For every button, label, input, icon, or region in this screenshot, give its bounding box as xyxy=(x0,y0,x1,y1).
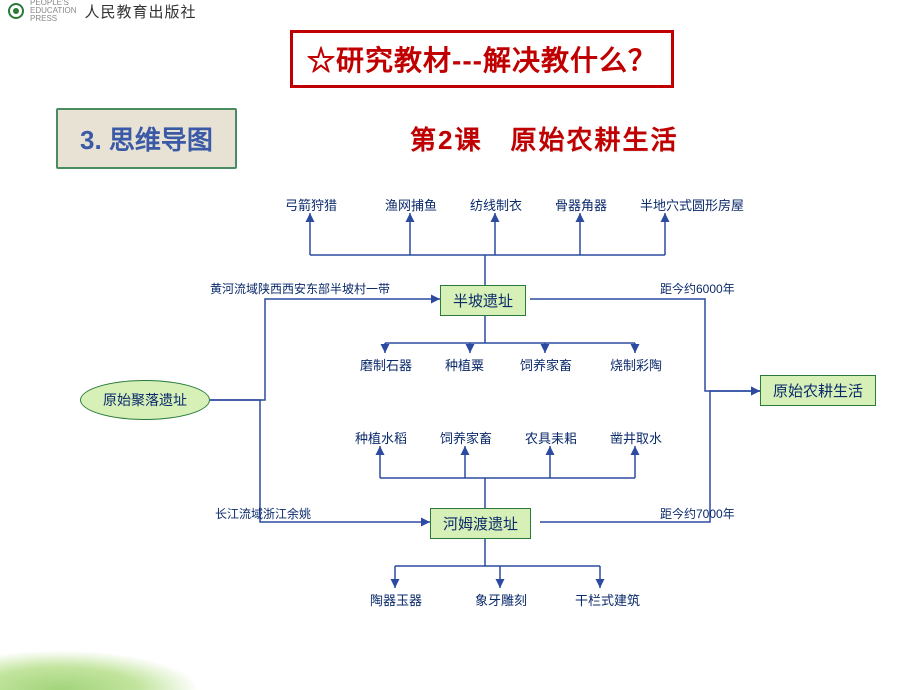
up-hemudu-2: 农具耒耜 xyxy=(525,428,577,447)
lesson-title: 第2课 原始农耕生活 xyxy=(410,120,678,157)
grass-decoration xyxy=(0,650,200,690)
down-hemudu-1: 象牙雕刻 xyxy=(475,590,527,609)
up-banpo-4: 半地穴式圆形房屋 xyxy=(640,195,744,214)
down-hemudu-0: 陶器玉器 xyxy=(370,590,422,609)
up-hemudu-3: 凿井取水 xyxy=(610,428,662,447)
right-node: 原始农耕生活 xyxy=(760,375,876,406)
edge-right-hemudu: 距今约7000年 xyxy=(660,505,735,522)
header-sub: PEOPLE'S EDUCATION PRESS xyxy=(30,0,77,23)
down-banpo-1: 种植粟 xyxy=(445,355,484,374)
down-banpo-2: 饲养家畜 xyxy=(520,355,572,374)
up-hemudu-0: 种植水稻 xyxy=(355,428,407,447)
edge-right-banpo: 距今约6000年 xyxy=(660,280,735,297)
header-bar: PEOPLE'S EDUCATION PRESS 人民教育出版社 xyxy=(0,0,920,22)
root-node: 原始聚落遗址 xyxy=(80,380,210,420)
site-hemudu: 河姆渡遗址 xyxy=(430,508,531,539)
edge-left-banpo: 黄河流域陕西西安东部半坡村一带 xyxy=(210,280,390,297)
up-banpo-2: 纺线制衣 xyxy=(470,195,522,214)
header-cn: 人民教育出版社 xyxy=(85,1,197,22)
down-banpo-0: 磨制石器 xyxy=(360,355,412,374)
down-hemudu-2: 干栏式建筑 xyxy=(575,590,640,609)
up-hemudu-1: 饲养家畜 xyxy=(440,428,492,447)
main-title: ☆研究教材---解决教什么？ xyxy=(290,30,674,88)
down-banpo-3: 烧制彩陶 xyxy=(610,355,662,374)
mindmap-diagram: 原始聚落遗址 原始农耕生活 半坡遗址 黄河流域陕西西安东部半坡村一带 距今约6000年 弓… xyxy=(60,180,890,670)
logo-icon xyxy=(8,3,24,19)
up-banpo-0: 弓箭狩猎 xyxy=(285,195,337,214)
up-banpo-1: 渔网捕鱼 xyxy=(385,195,437,214)
up-banpo-3: 骨器角器 xyxy=(555,195,607,214)
edge-left-hemudu: 长江流域浙江余姚 xyxy=(215,505,311,522)
section-title: 3. 思维导图 xyxy=(56,108,237,169)
site-banpo: 半坡遗址 xyxy=(440,285,526,316)
